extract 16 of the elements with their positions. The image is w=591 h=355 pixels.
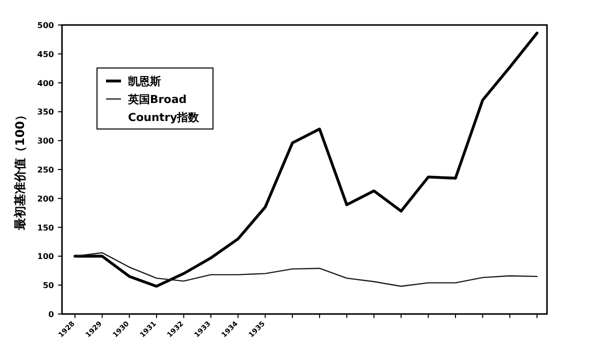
y-tick-label: 250 — [37, 166, 54, 174]
y-tick-label: 350 — [37, 108, 54, 117]
y-tick-label: 150 — [37, 223, 54, 232]
legend-label: 凯恩斯 — [128, 75, 161, 88]
y-tick-label: 400 — [37, 78, 54, 88]
y-axis-title: 最初基准价值（100） — [13, 108, 27, 232]
y-tick-label: 300 — [37, 136, 54, 146]
line-series — [74, 32, 538, 288]
y-tick-label: 50 — [42, 281, 54, 290]
y-tick-label: 0 — [48, 310, 54, 319]
y-tick-label: 500 — [37, 21, 54, 30]
legend-label: 英国Broad Country指数 — [127, 93, 200, 124]
line-series — [74, 252, 538, 287]
y-tick-label: 200 — [37, 194, 54, 204]
y-tick-label: 450 — [37, 50, 54, 59]
y-tick-label: 100 — [37, 252, 54, 262]
